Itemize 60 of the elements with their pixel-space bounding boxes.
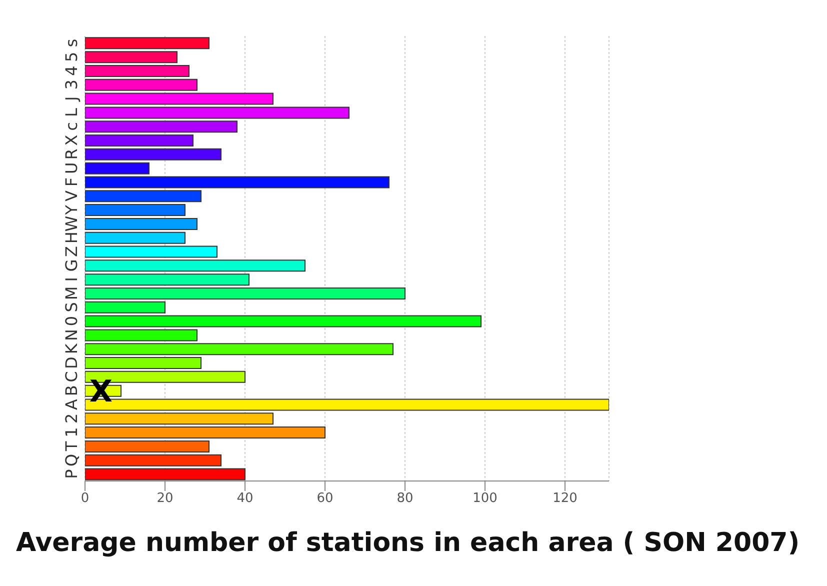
y-tick-label: B — [62, 385, 81, 396]
y-tick-label: 5 — [62, 52, 81, 62]
y-tick-label: s — [62, 38, 81, 48]
y-tick-label: W — [62, 216, 81, 232]
bar — [85, 120, 238, 133]
y-tick-label: V — [62, 190, 81, 202]
bar — [85, 204, 186, 216]
bar — [85, 287, 406, 300]
bar — [85, 64, 190, 77]
bar — [85, 51, 178, 64]
bar — [85, 301, 166, 314]
bar — [85, 357, 202, 370]
y-tick-label: Q — [62, 454, 81, 466]
x-tick-label: 80 — [396, 491, 414, 506]
y-tick-label: Z — [62, 246, 81, 258]
y-tick-label: 3 — [62, 80, 81, 90]
bar — [85, 426, 326, 439]
x-tick-label: 40 — [236, 491, 254, 506]
bar — [85, 412, 274, 425]
x-tick-label: 120 — [552, 491, 578, 506]
bar — [85, 134, 194, 147]
y-tick-label: X — [62, 134, 81, 146]
bar — [85, 274, 250, 286]
y-tick-label: F — [62, 177, 81, 187]
y-tick-label: 2 — [62, 413, 81, 424]
y-tick-label: M — [62, 286, 81, 300]
y-tick-label: H — [62, 232, 81, 244]
y-tick-label: c — [62, 122, 81, 131]
y-tick-label: S — [62, 302, 81, 312]
bar — [85, 232, 186, 244]
bar — [85, 37, 210, 50]
y-tick-label: 4 — [62, 66, 81, 76]
y-tick-label: T — [62, 441, 81, 452]
x-tick-label: 60 — [316, 491, 334, 506]
y-tick-label: P — [62, 468, 81, 479]
y-tick-label: G — [62, 259, 81, 272]
bar — [85, 343, 394, 356]
y-tick-label: A — [62, 398, 81, 410]
y-tick-label: R — [62, 148, 81, 160]
text: Average number of stations in each area ( SON 2007) — [15, 528, 801, 558]
bar — [85, 440, 210, 452]
x-tick-label: 100 — [472, 491, 498, 506]
y-tick-label: 0 — [62, 316, 81, 326]
y-tick-label: Y — [62, 204, 81, 216]
bar — [85, 78, 198, 91]
bar — [85, 468, 246, 480]
bar — [85, 190, 202, 202]
bar — [85, 218, 198, 230]
y-tick-label: J — [62, 96, 81, 102]
y-tick-label: D — [62, 356, 81, 369]
y-tick-label: I — [62, 277, 81, 282]
y-tick-label: L — [62, 108, 81, 117]
y-tick-label: N — [62, 329, 81, 341]
y-tick-label: 1 — [62, 427, 81, 438]
y-tick-label: C — [62, 371, 81, 382]
x-tick-label: 20 — [156, 491, 174, 506]
y-tick-label: U — [62, 162, 81, 174]
y-tick-label: K — [62, 343, 81, 354]
bar — [85, 148, 222, 160]
bar — [85, 454, 222, 466]
